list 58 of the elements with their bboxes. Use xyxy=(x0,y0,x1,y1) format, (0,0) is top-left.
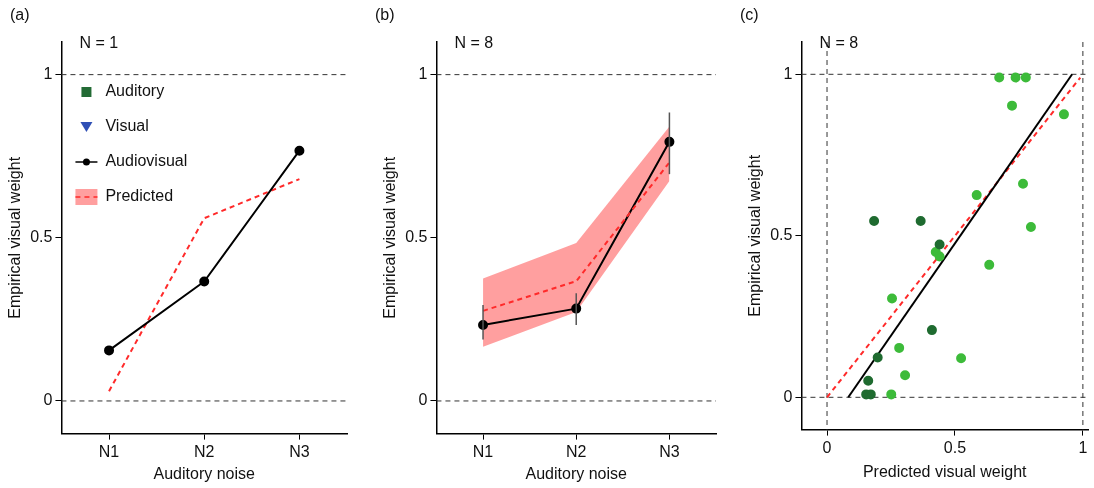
point xyxy=(934,239,945,250)
y-tick-label: 1 xyxy=(783,64,793,82)
x-axis-title: Predicted visual weight xyxy=(862,462,1028,480)
chart-subtitle: N = 1 xyxy=(79,34,119,52)
y-tick-label: 0.5 xyxy=(30,228,53,246)
legend-label: Auditory xyxy=(105,82,165,100)
point xyxy=(894,342,905,353)
point xyxy=(1020,72,1031,83)
x-tick-label: N3 xyxy=(659,442,680,460)
x-tick-label: 1 xyxy=(1078,438,1088,456)
legend-label: Audiovisual xyxy=(105,152,188,170)
point xyxy=(869,215,880,226)
point xyxy=(887,293,898,304)
y-tick-label: 1 xyxy=(418,65,428,83)
x-tick-label: N1 xyxy=(472,442,494,460)
x-tick-label: N2 xyxy=(565,442,587,460)
point xyxy=(984,259,995,270)
point xyxy=(1010,72,1021,83)
point xyxy=(872,352,883,363)
y-axis-title: Empirical visual weight xyxy=(6,156,24,319)
point xyxy=(994,72,1005,83)
y-tick-label: 0 xyxy=(418,391,428,409)
y-axis-title: Empirical visual weight xyxy=(746,154,764,317)
x-tick-label: 0 xyxy=(822,438,832,456)
point xyxy=(294,145,305,156)
point xyxy=(1058,109,1069,120)
x-tick-label: 0.5 xyxy=(943,438,967,456)
point xyxy=(1018,178,1029,189)
chart-subtitle: N = 8 xyxy=(819,34,859,52)
legend-label: Visual xyxy=(105,117,149,135)
point xyxy=(1007,100,1018,111)
point xyxy=(915,215,926,226)
chart-title: (a) xyxy=(10,6,30,24)
point xyxy=(971,190,982,201)
x-tick-label: N2 xyxy=(193,442,215,460)
x-tick-label: N1 xyxy=(98,442,120,460)
point xyxy=(956,353,967,364)
point xyxy=(1025,222,1036,233)
y-tick-label: 0.5 xyxy=(770,226,793,244)
chart-title: (b) xyxy=(375,6,395,24)
point xyxy=(199,276,210,287)
y-tick-label: 0 xyxy=(783,387,793,405)
x-axis-title: Auditory noise xyxy=(525,464,628,482)
x-tick-label: N3 xyxy=(289,442,310,460)
point xyxy=(104,345,115,356)
legend-label: Predicted xyxy=(105,187,174,205)
y-axis-title: Empirical visual weight xyxy=(381,156,399,319)
x-axis-title: Auditory noise xyxy=(153,464,256,482)
y-tick-label: 0 xyxy=(43,391,53,409)
chart-subtitle: N = 8 xyxy=(454,34,494,52)
point xyxy=(886,389,897,400)
chart-title: (c) xyxy=(740,6,759,24)
point xyxy=(934,251,945,262)
y-tick-label: 1 xyxy=(43,65,53,83)
y-tick-label: 0.5 xyxy=(405,228,428,246)
point xyxy=(900,370,911,381)
point xyxy=(863,375,874,386)
point xyxy=(926,325,937,336)
